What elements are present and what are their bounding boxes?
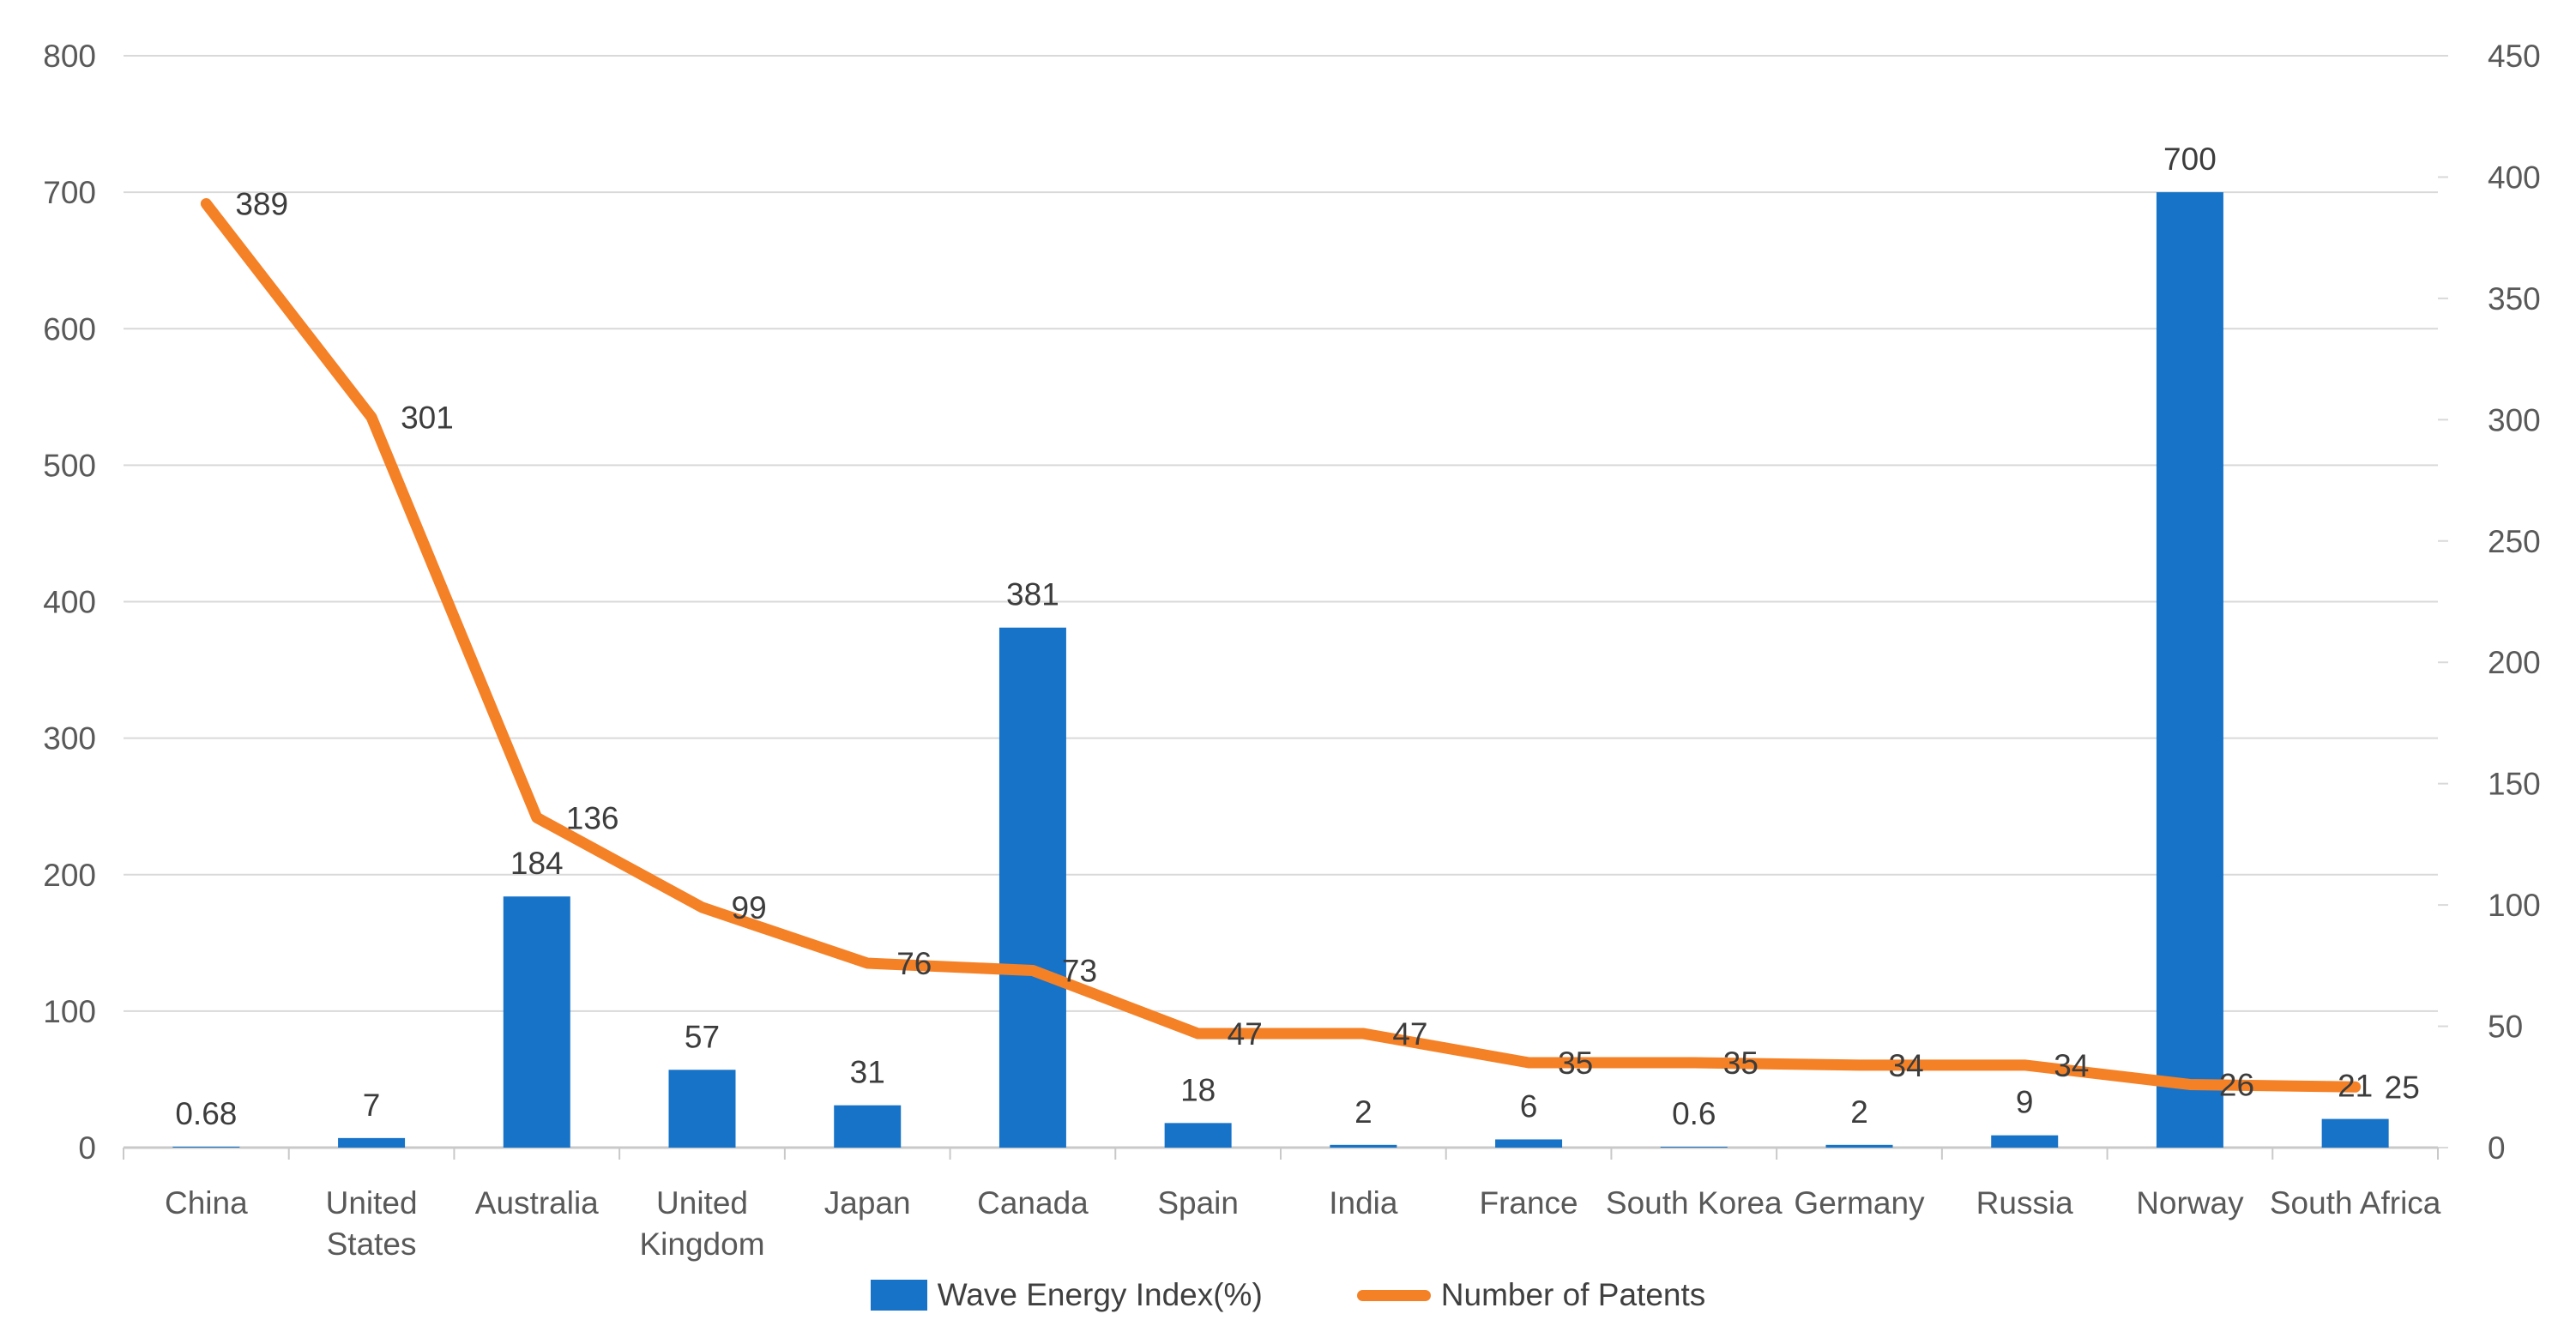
left-axis-tick-label: 0 bbox=[78, 1130, 96, 1166]
category-label: Canada bbox=[977, 1185, 1089, 1221]
line-value-label: 99 bbox=[732, 890, 767, 925]
bar-value-label: 700 bbox=[2163, 142, 2217, 177]
category-label: Kingdom bbox=[639, 1227, 764, 1262]
line-value-label: 35 bbox=[1723, 1046, 1759, 1081]
line-value-label: 136 bbox=[566, 800, 619, 835]
right-axis-tick-label: 350 bbox=[2488, 281, 2541, 316]
bar-france bbox=[1495, 1139, 1563, 1148]
category-label: South Korea bbox=[1606, 1185, 1783, 1221]
category-label: Spain bbox=[1157, 1185, 1239, 1221]
line-value-label: 73 bbox=[1062, 953, 1097, 988]
line-value-label: 35 bbox=[1558, 1046, 1593, 1081]
left-axis-tick-label: 600 bbox=[43, 311, 96, 347]
right-axis-tick-label: 450 bbox=[2488, 39, 2541, 74]
bar-value-label: 7 bbox=[363, 1088, 381, 1123]
left-axis-tick-label: 300 bbox=[43, 721, 96, 756]
category-label: United bbox=[326, 1185, 418, 1221]
category-label: Germany bbox=[1794, 1185, 1925, 1221]
category-label: Norway bbox=[2136, 1185, 2244, 1221]
bar-value-label: 184 bbox=[510, 846, 564, 881]
right-axis-tick-label: 400 bbox=[2488, 160, 2541, 195]
line-series-swatch-icon bbox=[1356, 1289, 1431, 1301]
left-axis-tick-label: 700 bbox=[43, 175, 96, 210]
left-axis-tick-label: 200 bbox=[43, 858, 96, 893]
bar-india bbox=[1330, 1144, 1397, 1148]
right-axis-tick-label: 300 bbox=[2488, 402, 2541, 437]
category-label: United bbox=[656, 1185, 748, 1221]
bar-canada bbox=[998, 627, 1066, 1148]
bar-series-swatch-icon bbox=[870, 1280, 927, 1311]
bar-united-kingdom bbox=[668, 1070, 736, 1148]
bar-value-label: 0.68 bbox=[175, 1096, 237, 1131]
bar-united-states bbox=[338, 1137, 406, 1148]
bar-germany bbox=[1825, 1144, 1893, 1148]
bar-spain bbox=[1164, 1123, 1232, 1148]
left-axis-tick-label: 100 bbox=[43, 994, 96, 1029]
right-axis-tick-label: 0 bbox=[2488, 1130, 2506, 1166]
bar-value-label: 31 bbox=[850, 1055, 885, 1090]
chart-legend: Wave Energy Index(%) Number of Patents bbox=[0, 1268, 2576, 1323]
bar-japan bbox=[834, 1105, 902, 1148]
category-label: Japan bbox=[824, 1185, 911, 1221]
right-axis-tick-label: 200 bbox=[2488, 645, 2541, 680]
bar-value-label: 9 bbox=[2016, 1085, 2034, 1120]
line-value-label: 47 bbox=[1392, 1016, 1427, 1052]
left-axis-tick-label: 500 bbox=[43, 448, 96, 483]
category-label: Russia bbox=[1976, 1185, 2074, 1221]
line-value-label: 47 bbox=[1228, 1016, 1263, 1052]
line-value-label: 76 bbox=[896, 946, 932, 981]
category-label: China bbox=[165, 1185, 248, 1221]
bar-china bbox=[172, 1146, 240, 1148]
bar-value-label: 2 bbox=[1354, 1094, 1372, 1130]
bar-south-africa bbox=[2321, 1118, 2389, 1148]
line-value-label: 34 bbox=[2054, 1048, 2089, 1083]
right-axis-tick-label: 100 bbox=[2488, 888, 2541, 923]
category-label: India bbox=[1329, 1185, 1398, 1221]
bar-value-label: 2 bbox=[1850, 1094, 1868, 1130]
category-label: Australia bbox=[475, 1185, 599, 1221]
legend-item-number-of-patents: Number of Patents bbox=[1356, 1277, 1706, 1313]
category-label: South Africa bbox=[2270, 1185, 2441, 1221]
left-axis-tick-label: 400 bbox=[43, 585, 96, 620]
bar-value-label: 57 bbox=[685, 1019, 720, 1054]
category-label: France bbox=[1479, 1185, 1578, 1221]
legend-item-wave-energy-index: Wave Energy Index(%) bbox=[870, 1277, 1263, 1313]
right-axis-tick-label: 150 bbox=[2488, 767, 2541, 802]
legend-label-number-of-patents: Number of Patents bbox=[1440, 1277, 1706, 1312]
patents-line bbox=[200, 198, 2362, 1093]
bar-russia bbox=[1991, 1135, 2059, 1148]
right-axis-tick-label: 250 bbox=[2488, 524, 2541, 559]
bar-norway bbox=[2156, 192, 2223, 1148]
bar-value-label: 21 bbox=[2338, 1069, 2373, 1104]
category-label: States bbox=[327, 1227, 417, 1262]
line-value-label: 301 bbox=[401, 401, 454, 436]
line-value-label: 389 bbox=[235, 187, 288, 222]
bar-value-label: 6 bbox=[1520, 1088, 1538, 1124]
line-value-label: 26 bbox=[2219, 1067, 2254, 1102]
line-value-label: 25 bbox=[2385, 1070, 2420, 1105]
legend-label-wave-energy-index: Wave Energy Index(%) bbox=[937, 1277, 1263, 1312]
bar-value-label: 18 bbox=[1180, 1072, 1216, 1107]
line-value-label: 34 bbox=[1889, 1048, 1924, 1083]
bar-value-label: 381 bbox=[1006, 577, 1059, 612]
bar-value-label: 0.6 bbox=[1672, 1096, 1716, 1131]
bar-australia bbox=[503, 896, 570, 1148]
right-axis-tick-label: 50 bbox=[2488, 1010, 2523, 1045]
bar-south-korea bbox=[1660, 1147, 1728, 1148]
left-axis-tick-label: 800 bbox=[43, 39, 96, 74]
